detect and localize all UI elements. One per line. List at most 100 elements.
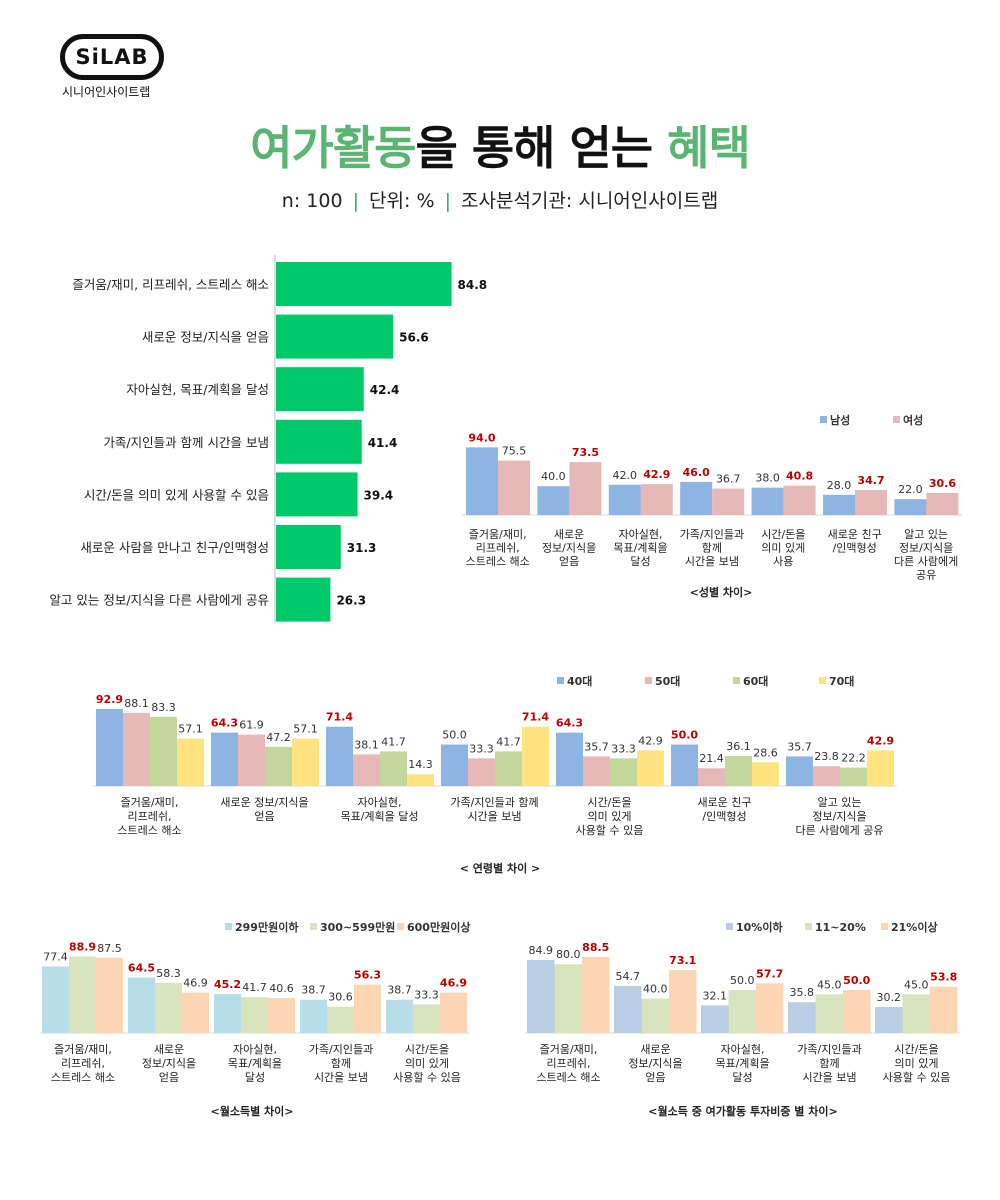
data-label: 83.3 [151, 701, 176, 714]
data-label: 41.4 [368, 436, 398, 450]
category-label: 새로운 [640, 1043, 670, 1056]
category-label: 자아실현, [233, 1043, 277, 1056]
bar [701, 1005, 729, 1033]
data-label: 40.6 [269, 982, 294, 995]
category-label: 얻음 [559, 555, 579, 568]
bar [527, 959, 555, 1033]
bar [326, 726, 353, 786]
legend-swatch [733, 677, 740, 684]
category-label: 의미 있게 [588, 810, 632, 823]
bar [608, 484, 641, 515]
data-label: 54.7 [616, 970, 641, 983]
bar [926, 492, 959, 515]
bar [495, 751, 522, 786]
bar [468, 758, 495, 786]
bar [276, 314, 394, 359]
category-label: 시간을 보냄 [467, 810, 521, 823]
data-label: 64.3 [556, 717, 583, 730]
data-label: 26.3 [336, 594, 366, 608]
data-label: 56.6 [399, 331, 429, 345]
bar [238, 734, 265, 786]
separator: | [444, 190, 451, 212]
bar [211, 732, 238, 786]
bar [813, 766, 840, 786]
category-label: 가족/지인들과 [309, 1043, 373, 1056]
data-label: 64.3 [211, 717, 238, 730]
legend-swatch [805, 923, 812, 930]
bar [894, 499, 927, 515]
bar [42, 966, 69, 1033]
legend-swatch [726, 923, 733, 930]
data-label: 77.4 [43, 950, 68, 963]
data-label: 42.9 [867, 734, 894, 747]
bar [407, 774, 434, 786]
bar [241, 997, 268, 1033]
legend-label: 11~20% [815, 921, 866, 934]
data-label: 53.8 [930, 971, 957, 984]
bar [641, 998, 669, 1033]
data-label: 73.1 [669, 954, 696, 967]
category-label: 다른 사람에게 공유 [796, 824, 884, 837]
category-label: 사용할 수 있음 [883, 1071, 951, 1084]
category-label: 사용할 수 있음 [576, 824, 644, 837]
page-title: 여가활동을 통해 얻는 혜택 [0, 112, 1000, 178]
data-label: 38.1 [354, 738, 379, 751]
data-label: 34.7 [857, 474, 884, 487]
legend-label: 21%이상 [891, 920, 938, 934]
data-label: 58.3 [156, 967, 181, 980]
category-label: /인맥형성 [833, 542, 877, 555]
bar [556, 732, 583, 786]
category-label: 의미 있게 [405, 1057, 449, 1070]
legend-label: 50대 [655, 674, 680, 688]
data-label: 75.5 [502, 445, 527, 458]
bar [522, 726, 549, 786]
data-label: 14.3 [408, 758, 433, 771]
bar [902, 994, 930, 1033]
data-label: 22.2 [841, 752, 866, 765]
data-label: 61.9 [239, 719, 264, 732]
category-label: 알고 있는 [904, 527, 948, 541]
bar [276, 419, 362, 464]
bar [413, 1004, 440, 1033]
bar [815, 994, 843, 1033]
bar [788, 1002, 816, 1033]
page-subtitle: n: 100 | 단위: % | 조사분석기관: 시니어인사이트랩 [0, 186, 1000, 213]
data-label: 21.4 [699, 752, 724, 765]
bar [150, 716, 177, 786]
data-label: 30.2 [877, 991, 902, 1004]
data-label: 41.7 [381, 735, 406, 748]
bar [353, 754, 380, 786]
bar [276, 262, 452, 306]
category-label: 즐거움/재미, [121, 796, 179, 809]
data-label: 45.0 [904, 978, 929, 991]
bar [843, 990, 871, 1033]
title-highlight-2: 혜택 [667, 121, 751, 175]
data-label: 50.0 [843, 974, 870, 987]
category-label: 새로운 친구 [828, 528, 882, 541]
data-label: 41.7 [242, 981, 267, 994]
category-label: 새로운 친구 [697, 796, 751, 809]
category-label: 의미 있게 [761, 542, 805, 555]
bar [669, 970, 697, 1033]
bar [698, 768, 725, 786]
bar [756, 983, 784, 1033]
bar [466, 447, 498, 515]
data-label: 88.9 [69, 941, 96, 954]
category-label: 목표/계획을 [715, 1057, 769, 1070]
bar [441, 744, 468, 786]
category-label: 시간/돈을 의미 있게 사용할 수 있음 [84, 487, 269, 502]
bar [268, 998, 295, 1033]
title-middle: 을 통해 얻는 [415, 121, 668, 175]
bar [867, 750, 894, 786]
bar [752, 762, 779, 786]
legend-label: 600만원이상 [407, 920, 470, 934]
bar [554, 964, 582, 1033]
bar [875, 1007, 903, 1033]
sample-size: n: 100 [281, 190, 343, 212]
data-label: 33.3 [414, 988, 439, 1001]
bar [177, 738, 204, 786]
category-label: 즐거움/재미, 리프레쉬, 스트레스 해소 [72, 277, 269, 292]
bar [786, 756, 813, 786]
bar [123, 712, 150, 786]
bar [583, 756, 610, 786]
